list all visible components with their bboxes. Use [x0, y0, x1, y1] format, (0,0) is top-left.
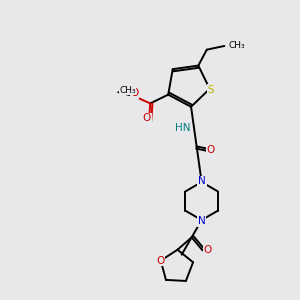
Text: CH₃: CH₃ — [119, 86, 136, 95]
Text: O: O — [206, 145, 214, 155]
Text: O: O — [157, 256, 165, 266]
Text: O: O — [131, 88, 139, 98]
Text: S: S — [207, 85, 214, 95]
Text: N: N — [199, 177, 206, 187]
Text: N: N — [198, 176, 206, 186]
Text: CH₃: CH₃ — [228, 41, 245, 50]
Text: O: O — [203, 245, 212, 255]
Text: N: N — [198, 216, 206, 226]
Text: HN: HN — [175, 123, 191, 133]
Text: O: O — [143, 113, 151, 123]
